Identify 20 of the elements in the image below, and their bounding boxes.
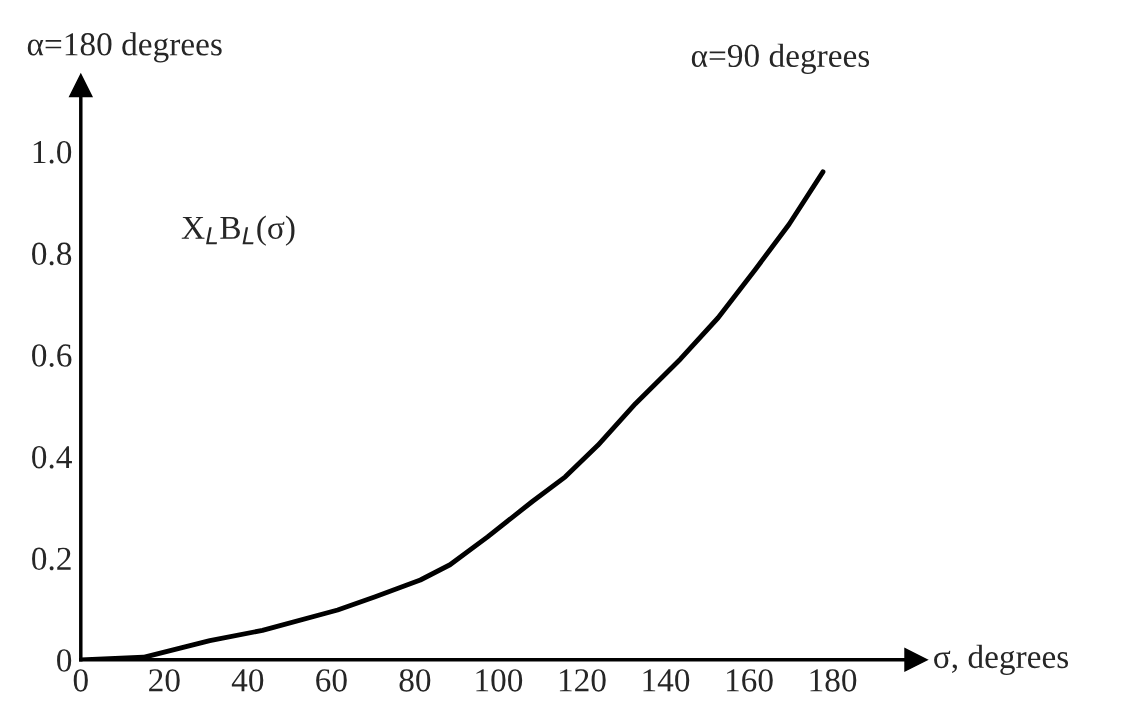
x-tick-label: 120: [559, 669, 606, 692]
y-tick-label: 0: [57, 649, 72, 672]
y-tick-label: 0.4: [32, 445, 72, 469]
y-tick-label: 0.8: [32, 242, 72, 266]
x-tick-label: 140: [643, 669, 690, 692]
y-axis-title: α=180 degrees: [27, 32, 222, 63]
y-tick-label: 1.0: [33, 140, 72, 164]
x-tick-label: 20: [149, 669, 180, 692]
annotation: X$_{L}$B$_{L}$(σ): [181, 215, 295, 246]
x-tick-label: 60: [316, 669, 347, 692]
x-tick-label: 80: [399, 669, 431, 692]
x-tick-label: 160: [726, 669, 773, 692]
x-tick-label: 0: [73, 669, 88, 692]
y-tick-label: 0.6: [32, 344, 72, 367]
x-tick-label: 100: [476, 669, 523, 692]
text: α=90 degrees: [691, 43, 870, 74]
x-tick-label: 180: [810, 669, 857, 692]
x-tick-label: 40: [231, 669, 264, 692]
y-tick-label: 0.2: [32, 547, 71, 571]
x-axis-title: σ, degrees: [934, 644, 1069, 675]
